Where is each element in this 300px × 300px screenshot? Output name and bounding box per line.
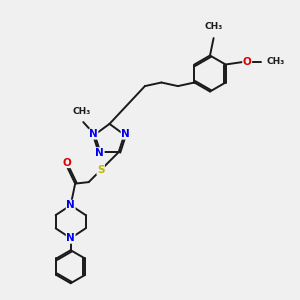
Text: O: O — [243, 56, 252, 67]
Text: CH₃: CH₃ — [266, 57, 284, 66]
Text: CH₃: CH₃ — [73, 107, 91, 116]
Text: O: O — [63, 158, 71, 168]
Text: CH₃: CH₃ — [205, 22, 223, 32]
Text: N: N — [89, 129, 98, 139]
Text: N: N — [66, 233, 75, 243]
Text: N: N — [66, 200, 75, 210]
Text: N: N — [121, 129, 130, 139]
Text: N: N — [95, 148, 104, 158]
Text: S: S — [97, 164, 104, 175]
